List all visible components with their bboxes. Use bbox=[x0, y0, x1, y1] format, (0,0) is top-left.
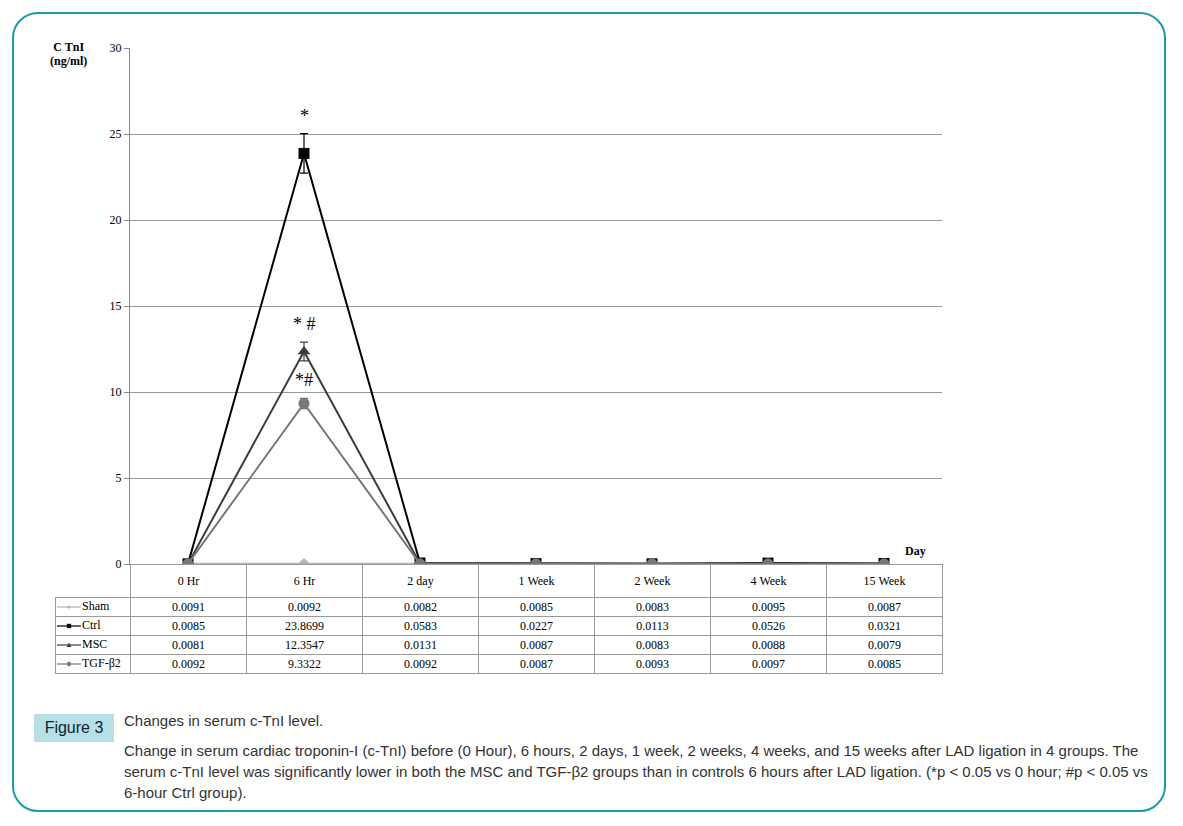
html-text:0.0087: 0.0087 bbox=[520, 656, 553, 671]
html-text:2 Week: 2 Week bbox=[634, 573, 671, 588]
svg-text:30: 30 bbox=[110, 41, 122, 55]
html-text:0.0091: 0.0091 bbox=[172, 599, 205, 614]
html-text:0.0088: 0.0088 bbox=[752, 637, 785, 652]
svg-text:25: 25 bbox=[110, 127, 122, 141]
html-text:0.0083: 0.0083 bbox=[636, 637, 669, 652]
html-text:9.3322: 9.3322 bbox=[288, 656, 321, 671]
html-text:0.0131: 0.0131 bbox=[404, 637, 437, 652]
html-text:Sham: Sham bbox=[82, 598, 110, 613]
html-text:2 day: 2 day bbox=[407, 573, 434, 588]
html-text:C TnI: C TnI bbox=[53, 40, 85, 54]
html-text:0.0113: 0.0113 bbox=[636, 618, 669, 633]
html-text:0.0097: 0.0097 bbox=[752, 656, 785, 671]
html-text:0.0085: 0.0085 bbox=[868, 656, 901, 671]
html-text:0.0583: 0.0583 bbox=[404, 618, 437, 633]
svg-text:20: 20 bbox=[110, 213, 122, 227]
svg-text:Day: Day bbox=[905, 544, 926, 558]
svg-text:* #: * # bbox=[293, 314, 316, 334]
html-text:6 Hr: 6 Hr bbox=[293, 573, 316, 588]
html-text:0.0085: 0.0085 bbox=[172, 618, 205, 633]
html-text:12.3547: 12.3547 bbox=[285, 637, 324, 652]
html-text:Changes in serum c-TnI level.: Changes in serum c-TnI level. bbox=[124, 712, 324, 729]
html-text:0.0082: 0.0082 bbox=[404, 599, 437, 614]
html-text:Change in serum cardiac tropon: Change in serum cardiac troponin-I (c-Tn… bbox=[124, 742, 1148, 801]
html-text:0.0227: 0.0227 bbox=[520, 618, 553, 633]
html-text:0.0081: 0.0081 bbox=[172, 637, 205, 652]
html-text:TGF-β2: TGF-β2 bbox=[82, 655, 121, 670]
html-text:0.0092: 0.0092 bbox=[288, 599, 321, 614]
html-text:MSC: MSC bbox=[82, 636, 108, 651]
svg-text:*: * bbox=[300, 106, 309, 126]
svg-text:0: 0 bbox=[116, 557, 122, 571]
svg-text:5: 5 bbox=[116, 471, 122, 485]
svg-text:10: 10 bbox=[110, 385, 122, 399]
html-text:0 Hr: 0 Hr bbox=[177, 573, 200, 588]
html-text:0.0085: 0.0085 bbox=[520, 599, 553, 614]
html-text:15 Week: 15 Week bbox=[863, 573, 906, 588]
html-text:1 Week: 1 Week bbox=[518, 573, 555, 588]
html-text:0.0321: 0.0321 bbox=[868, 618, 901, 633]
svg-text:15: 15 bbox=[110, 299, 122, 313]
html-text:Ctrl: Ctrl bbox=[82, 617, 101, 632]
html-text:0.0092: 0.0092 bbox=[172, 656, 205, 671]
html-text:0.0087: 0.0087 bbox=[520, 637, 553, 652]
html-text:0.0092: 0.0092 bbox=[404, 656, 437, 671]
html-text:23.8699: 23.8699 bbox=[285, 618, 324, 633]
html-text:0.0526: 0.0526 bbox=[752, 618, 785, 633]
html-text:(ng/ml): (ng/ml) bbox=[50, 54, 88, 68]
html-text:4 Week: 4 Week bbox=[750, 573, 787, 588]
html-text:0.0079: 0.0079 bbox=[868, 637, 901, 652]
html-text:0.0083: 0.0083 bbox=[636, 599, 669, 614]
html-text:0.0087: 0.0087 bbox=[868, 599, 901, 614]
svg-text:*#: *# bbox=[295, 370, 313, 390]
html-text:0.0093: 0.0093 bbox=[636, 656, 669, 671]
html-text:0.0095: 0.0095 bbox=[752, 599, 785, 614]
html-text:Figure 3: Figure 3 bbox=[44, 719, 104, 736]
